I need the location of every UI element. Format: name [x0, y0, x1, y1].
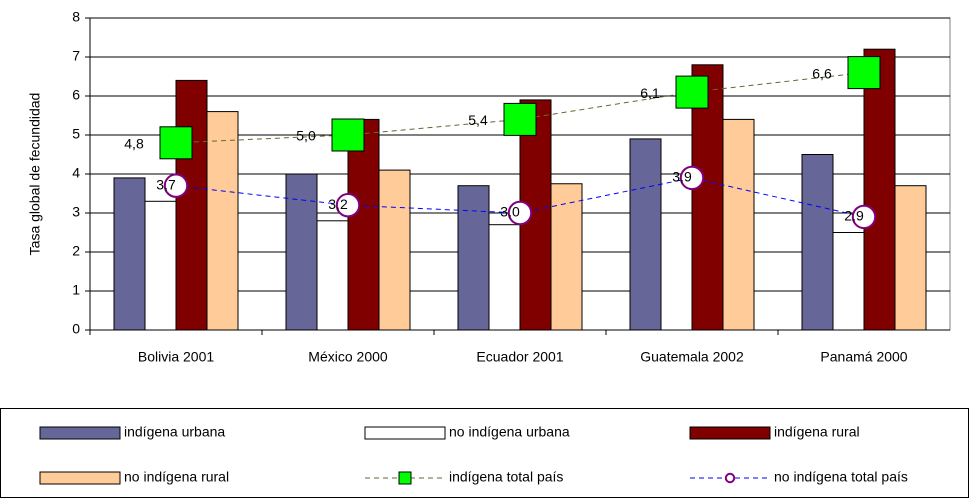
- y-tick-label: 5: [72, 126, 80, 142]
- data-label: 6,1: [640, 85, 660, 101]
- legend-label: indígena rural: [774, 424, 860, 440]
- x-tick-label: México 2000: [308, 349, 388, 365]
- data-label: 4,8: [124, 136, 144, 152]
- bar: [722, 118, 755, 331]
- legend-swatch: [364, 426, 446, 440]
- data-label: 3,9: [672, 169, 692, 185]
- y-tick-label: 7: [72, 48, 80, 64]
- y-tick-label: 4: [72, 165, 80, 181]
- legend-label: indígena urbana: [124, 424, 225, 440]
- line-marker: [675, 75, 709, 109]
- bar: [832, 232, 865, 331]
- y-tick-label: 1: [72, 282, 80, 298]
- line-marker: [335, 193, 361, 218]
- y-tick-label: 3: [72, 204, 80, 220]
- bar: [863, 48, 896, 331]
- bar: [660, 212, 693, 331]
- line-marker: [724, 472, 736, 484]
- bar: [801, 154, 834, 331]
- line-marker: [679, 165, 705, 191]
- bar: [488, 224, 521, 331]
- data-label: 6,6: [812, 65, 832, 81]
- legend-swatch: [689, 426, 771, 440]
- legend-box: [0, 408, 969, 498]
- line-marker: [398, 471, 412, 485]
- line-marker: [847, 56, 881, 90]
- bar: [378, 169, 411, 331]
- data-label: 5,0: [296, 128, 316, 144]
- bar: [113, 177, 146, 331]
- line-marker: [507, 200, 533, 226]
- data-label: 2,9: [844, 208, 864, 224]
- bar: [316, 220, 349, 331]
- legend-label: no indígena rural: [124, 469, 229, 485]
- bar: [144, 200, 177, 331]
- y-tick-label: 6: [72, 87, 80, 103]
- x-tick-label: Panamá 2000: [820, 349, 907, 365]
- bar: [550, 183, 583, 331]
- bar: [206, 111, 239, 331]
- data-label: 3,0: [500, 204, 520, 220]
- line-marker: [331, 118, 365, 152]
- y-tick-label: 2: [72, 243, 80, 259]
- data-label: 5,4: [468, 112, 488, 128]
- bar: [347, 118, 380, 331]
- bar: [175, 79, 208, 331]
- legend-label: no indígena urbana: [449, 424, 570, 440]
- line-marker: [163, 173, 189, 198]
- data-label: 3,7: [156, 176, 176, 192]
- y-tick-label: 8: [72, 9, 80, 25]
- line-marker: [503, 102, 537, 136]
- legend-label: no indígena total país: [774, 469, 908, 485]
- line-marker: [159, 126, 193, 160]
- bar: [629, 138, 662, 331]
- y-tick-label: 0: [72, 321, 80, 337]
- bar: [457, 185, 490, 331]
- line-marker: [851, 204, 877, 230]
- legend-label: indígena total país: [449, 469, 563, 485]
- bar: [285, 173, 318, 331]
- legend-swatch: [39, 426, 121, 440]
- bar: [894, 185, 927, 331]
- data-label: 3,2: [328, 196, 348, 212]
- x-tick-label: Ecuador 2001: [476, 349, 563, 365]
- x-tick-label: Bolivia 2001: [138, 349, 214, 365]
- legend-swatch: [39, 471, 121, 485]
- y-axis-label: Tasa global de fecundidad: [27, 93, 43, 256]
- x-tick-label: Guatemala 2002: [640, 349, 744, 365]
